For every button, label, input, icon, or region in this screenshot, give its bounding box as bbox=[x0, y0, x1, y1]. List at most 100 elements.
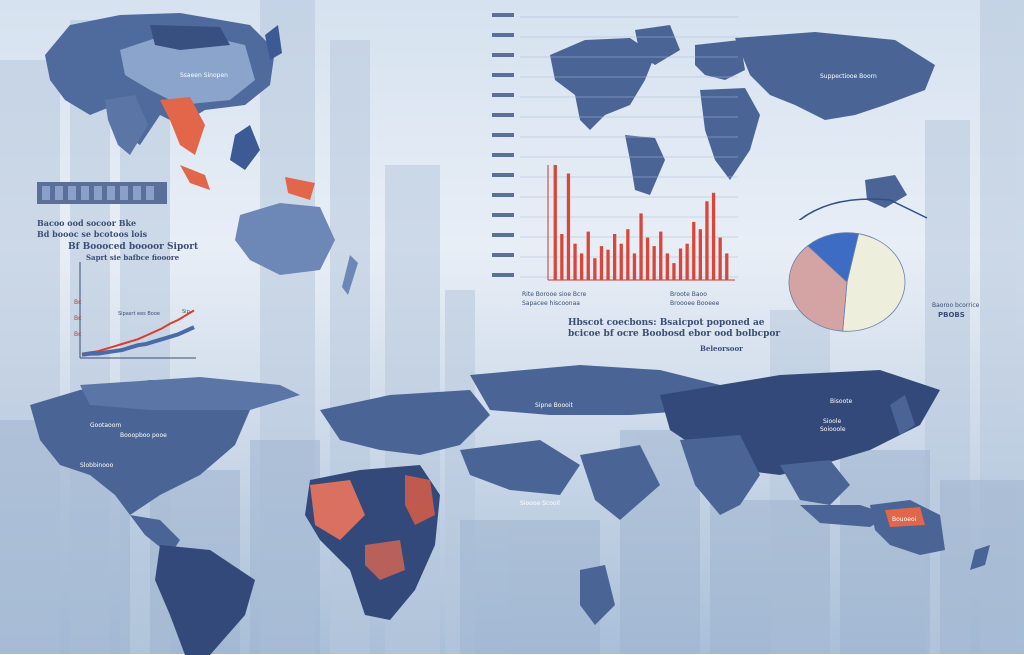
bar bbox=[672, 263, 676, 280]
east-africa-highlight bbox=[405, 475, 435, 525]
bar bbox=[665, 253, 669, 280]
middle-east-bottom bbox=[460, 440, 580, 495]
line-chart-title: Bf Boooced boooor Siport bbox=[68, 242, 199, 252]
center-caption-line2: bcicoe bf ocre Boobosd ebor ood bolbcpor bbox=[568, 329, 781, 339]
japan-region bbox=[265, 25, 282, 60]
right-caption-line2: PBOBS bbox=[938, 311, 965, 319]
lower-map-label: Sioooe Scooil bbox=[520, 500, 560, 507]
y-tick-label: Bc bbox=[74, 315, 81, 322]
bar bbox=[626, 229, 630, 280]
bar bbox=[692, 221, 696, 280]
tick-glyph bbox=[492, 53, 514, 57]
world-map-top: Suppectiooe Boorn bbox=[550, 25, 935, 220]
japan-bottom bbox=[890, 395, 915, 435]
arabia-bottom bbox=[580, 445, 660, 520]
south-america-top bbox=[625, 135, 665, 195]
nz-bottom bbox=[970, 545, 990, 570]
west-africa-highlight bbox=[310, 480, 365, 540]
mongolia-region bbox=[150, 25, 230, 50]
india-region bbox=[105, 95, 148, 155]
tick-glyph bbox=[492, 93, 514, 97]
pie-slice bbox=[788, 245, 848, 332]
madagascar-bottom bbox=[580, 565, 615, 625]
center-caption-line1: Hbscot coecbons: Bsaicpot poponed ae bbox=[568, 318, 765, 328]
legend-color-strip bbox=[37, 182, 167, 204]
bar bbox=[599, 246, 604, 280]
north-america-top bbox=[550, 38, 655, 130]
bar bbox=[566, 173, 571, 280]
line-series bbox=[81, 309, 195, 355]
south-america-bottom bbox=[155, 545, 255, 655]
indonesia-highlight bbox=[180, 165, 210, 190]
asia-map-label: Ssaeen Sinopen bbox=[180, 72, 228, 79]
bar bbox=[659, 231, 663, 280]
nz-region bbox=[342, 255, 358, 295]
bar bbox=[580, 253, 584, 280]
bar bbox=[685, 243, 689, 280]
australia-highlight bbox=[885, 507, 925, 527]
asia-top bbox=[735, 32, 935, 120]
north-america-bottom bbox=[30, 380, 250, 515]
tick-glyph bbox=[492, 13, 514, 17]
connector-arc bbox=[798, 198, 928, 220]
bar bbox=[698, 229, 702, 280]
greenland-top bbox=[635, 25, 680, 65]
lower-map-label: Soiooole bbox=[820, 426, 846, 433]
bar bbox=[619, 243, 623, 280]
lower-map-label: Bouoeoi bbox=[892, 516, 917, 523]
line-chart-label: Sipasrt ees Booe bbox=[118, 311, 160, 317]
se-asia-bottom bbox=[780, 460, 850, 505]
bar bbox=[553, 165, 557, 280]
europe-top bbox=[695, 40, 745, 80]
bar bbox=[639, 213, 643, 280]
bar bbox=[645, 237, 650, 280]
lower-map-label: Gootaoom bbox=[90, 422, 121, 429]
lower-map-label: Sioole bbox=[823, 418, 841, 425]
asia-map: Ssaeen Sinopen bbox=[45, 13, 358, 295]
pie-chart bbox=[788, 232, 906, 332]
tick-glyph bbox=[492, 273, 514, 277]
tick-glyph bbox=[492, 253, 514, 257]
bar bbox=[718, 237, 722, 280]
tick-glyph bbox=[492, 73, 514, 77]
bar bbox=[632, 253, 637, 280]
left-legend-line2: Bd boooc se bcotoos lois bbox=[37, 229, 148, 239]
bar-caption: Broooee Booeee bbox=[670, 300, 720, 307]
bar bbox=[560, 234, 564, 280]
pie-slice bbox=[807, 232, 860, 283]
se-asia-highlight bbox=[160, 97, 205, 155]
right-caption-line1: Baoroo bcorrice bbox=[932, 302, 980, 309]
europe-bottom bbox=[320, 390, 490, 455]
tick-glyph bbox=[492, 133, 514, 137]
australia-region bbox=[235, 203, 335, 275]
bar bbox=[725, 253, 729, 280]
bar bbox=[593, 258, 597, 280]
center-caption-line3: Beleorsoor bbox=[700, 344, 743, 353]
tick-glyph bbox=[492, 193, 514, 197]
bar-chart: Rite Borooe sioe Bcre Broote Baoo Sapace… bbox=[492, 13, 738, 307]
tick-glyph bbox=[492, 173, 514, 177]
bar bbox=[705, 201, 709, 280]
bar-caption: Sapacee hiscoonaa bbox=[522, 300, 580, 307]
philippines-region bbox=[230, 125, 260, 170]
tick-glyph bbox=[492, 153, 514, 157]
tick-glyph bbox=[492, 233, 514, 237]
line-series bbox=[81, 325, 195, 357]
world-map-bottom: Gootaoom Slobbinooo Booopboo pooe Sipne … bbox=[30, 365, 990, 655]
world-map-top-label: Suppectiooe Boorn bbox=[820, 73, 877, 80]
bar bbox=[652, 246, 656, 280]
lower-map-label: Sipne Boooit bbox=[535, 402, 573, 409]
australia-top bbox=[865, 175, 907, 208]
bar bbox=[586, 231, 590, 280]
tick-glyph bbox=[492, 213, 514, 217]
bar bbox=[613, 234, 617, 280]
bar bbox=[606, 249, 610, 280]
tick-glyph bbox=[492, 33, 514, 37]
lower-map-label: Booopboo pooe bbox=[120, 432, 167, 439]
central-africa-highlight bbox=[365, 540, 405, 580]
tick-glyph bbox=[492, 113, 514, 117]
lower-map-label: Slobbinooo bbox=[80, 462, 114, 469]
pie-slice bbox=[842, 233, 906, 332]
line-chart: Bc Bc Bc Sipasrt ees Booe Sip bbox=[74, 262, 196, 359]
bar-caption: Broote Baoo bbox=[670, 291, 707, 298]
